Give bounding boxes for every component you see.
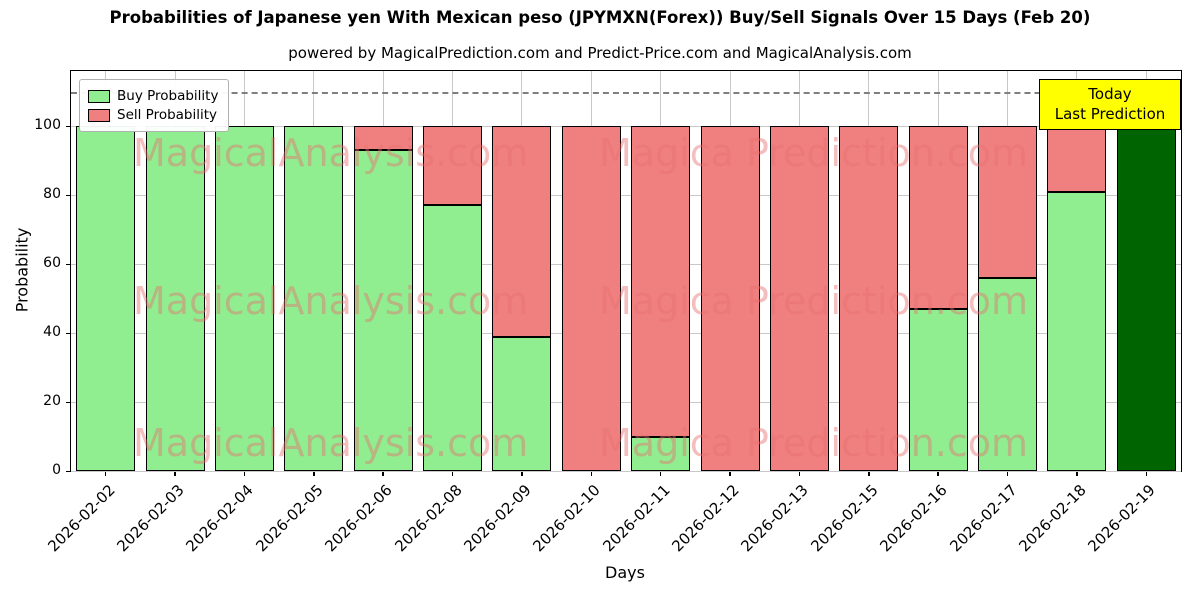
x-tick-mark bbox=[451, 471, 454, 476]
today-annotation-line1: Today bbox=[1088, 85, 1132, 103]
sell-segment bbox=[700, 126, 760, 471]
x-tick-mark bbox=[1076, 471, 1078, 476]
x-tick-mark bbox=[104, 471, 107, 476]
today-annotation: Today Last Prediction bbox=[1039, 79, 1181, 130]
x-tick-mark bbox=[174, 471, 176, 476]
today-bar-segment bbox=[1116, 126, 1176, 471]
bar-2026-02-19 bbox=[1116, 126, 1176, 471]
y-tick-mark bbox=[66, 263, 71, 266]
y-axis-label: Probability bbox=[12, 227, 32, 313]
x-tick-mark bbox=[521, 471, 523, 476]
bar-2026-02-02 bbox=[76, 126, 136, 471]
x-tick-mark bbox=[243, 471, 246, 476]
sell-segment bbox=[423, 126, 483, 206]
y-tick-label: 100 bbox=[34, 117, 61, 134]
y-tick-mark bbox=[66, 470, 71, 472]
gridline-horizontal bbox=[71, 470, 1181, 472]
x-tick-mark bbox=[1145, 471, 1148, 476]
plot-area: MagicalAnalysis.com Magica Prediction.co… bbox=[34, 70, 1182, 555]
bar-2026-02-16 bbox=[908, 126, 968, 471]
bar-2026-02-12 bbox=[700, 126, 760, 471]
x-tick-mark bbox=[382, 471, 384, 476]
buy-segment bbox=[978, 277, 1038, 471]
buy-segment bbox=[1047, 191, 1107, 471]
y-tick-label: 40 bbox=[43, 324, 61, 341]
y-tick-mark bbox=[66, 332, 71, 335]
gridline-horizontal bbox=[71, 125, 1181, 127]
y-tick-mark bbox=[66, 401, 71, 404]
bar-2026-02-08 bbox=[423, 126, 483, 471]
chart-subtitle: powered by MagicalPrediction.com and Pre… bbox=[288, 44, 912, 62]
buy-segment bbox=[631, 436, 691, 471]
bar-2026-02-06 bbox=[353, 126, 413, 471]
bar-2026-02-11 bbox=[631, 126, 691, 471]
x-tick-mark bbox=[313, 471, 315, 476]
x-axis-label: Days bbox=[605, 563, 645, 582]
buy-segment bbox=[284, 126, 344, 471]
buy-segment bbox=[492, 336, 552, 471]
buy-segment bbox=[76, 126, 136, 471]
buy-swatch-icon bbox=[88, 89, 110, 103]
y-tick-mark bbox=[66, 125, 71, 128]
legend: Buy Probability Sell Probability bbox=[79, 79, 230, 132]
sell-segment bbox=[1047, 126, 1107, 192]
legend-buy-label: Buy Probability bbox=[117, 88, 219, 104]
buy-segment bbox=[353, 150, 413, 471]
y-tick-label: 20 bbox=[43, 393, 61, 410]
bar-2026-02-13 bbox=[769, 126, 829, 471]
x-tick-mark bbox=[659, 471, 662, 476]
sell-segment bbox=[839, 126, 899, 471]
sell-swatch-icon bbox=[88, 108, 110, 122]
bar-2026-02-09 bbox=[492, 126, 552, 471]
bar-2026-02-17 bbox=[978, 126, 1038, 471]
chart-title: Probabilities of Japanese yen With Mexic… bbox=[109, 8, 1091, 27]
bar-2026-02-10 bbox=[561, 126, 621, 471]
x-tick-mark bbox=[868, 471, 870, 476]
bar-2026-02-04 bbox=[214, 126, 274, 471]
sell-segment bbox=[561, 126, 621, 471]
y-tick-label: 80 bbox=[43, 186, 61, 203]
x-tick-mark bbox=[729, 471, 731, 476]
buy-segment bbox=[214, 126, 274, 471]
sell-segment bbox=[978, 126, 1038, 278]
dashed-threshold-line bbox=[71, 91, 1181, 94]
legend-item-buy: Buy Probability bbox=[88, 88, 218, 104]
legend-sell-label: Sell Probability bbox=[117, 107, 218, 123]
gridline-horizontal bbox=[71, 332, 1181, 334]
bar-2026-02-18 bbox=[1047, 126, 1107, 471]
gridline-horizontal bbox=[71, 401, 1181, 403]
buy-segment bbox=[908, 308, 968, 471]
sell-segment bbox=[908, 126, 968, 309]
x-tick-mark bbox=[1006, 471, 1009, 476]
buy-segment bbox=[423, 205, 483, 471]
x-tick-mark bbox=[590, 471, 593, 476]
sell-segment bbox=[353, 126, 413, 151]
buy-segment bbox=[145, 126, 205, 471]
gridline-horizontal bbox=[71, 194, 1181, 196]
legend-item-sell: Sell Probability bbox=[88, 107, 218, 123]
y-tick-label: 0 bbox=[52, 462, 61, 478]
bar-2026-02-05 bbox=[284, 126, 344, 471]
sell-segment bbox=[492, 126, 552, 337]
bar-2026-02-15 bbox=[839, 126, 899, 471]
y-tick-mark bbox=[66, 194, 71, 197]
gridline-horizontal bbox=[71, 263, 1181, 265]
today-annotation-line2: Last Prediction bbox=[1054, 105, 1166, 124]
x-tick-mark bbox=[937, 471, 939, 476]
y-tick-label: 60 bbox=[43, 255, 61, 272]
bar-2026-02-03 bbox=[145, 126, 205, 471]
sell-segment bbox=[631, 126, 691, 437]
x-tick-mark bbox=[798, 471, 801, 476]
sell-segment bbox=[769, 126, 829, 471]
